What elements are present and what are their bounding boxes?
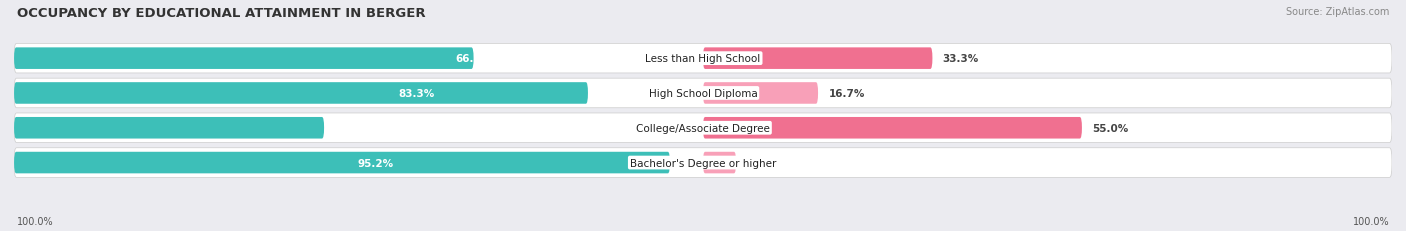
Text: Less than High School: Less than High School [645,54,761,64]
FancyBboxPatch shape [14,113,1392,143]
FancyBboxPatch shape [14,48,474,70]
Legend: Owner-occupied, Renter-occupied: Owner-occupied, Renter-occupied [593,229,813,231]
Text: 95.2%: 95.2% [357,158,394,168]
Text: 33.3%: 33.3% [943,54,979,64]
FancyBboxPatch shape [14,44,1392,74]
FancyBboxPatch shape [14,148,1392,178]
Text: 16.7%: 16.7% [828,88,865,99]
FancyBboxPatch shape [14,152,669,174]
Text: 55.0%: 55.0% [1092,123,1129,133]
Text: 100.0%: 100.0% [1353,216,1389,226]
FancyBboxPatch shape [14,83,588,104]
Text: 66.7%: 66.7% [456,54,492,64]
Text: Bachelor's Degree or higher: Bachelor's Degree or higher [630,158,776,168]
FancyBboxPatch shape [14,118,323,139]
Text: 4.8%: 4.8% [747,158,776,168]
Text: 100.0%: 100.0% [17,216,53,226]
FancyBboxPatch shape [703,83,818,104]
Text: 83.3%: 83.3% [398,88,434,99]
FancyBboxPatch shape [703,118,1083,139]
Text: High School Diploma: High School Diploma [648,88,758,99]
FancyBboxPatch shape [14,79,1392,108]
Text: Source: ZipAtlas.com: Source: ZipAtlas.com [1285,7,1389,17]
FancyBboxPatch shape [703,152,737,174]
Text: OCCUPANCY BY EDUCATIONAL ATTAINMENT IN BERGER: OCCUPANCY BY EDUCATIONAL ATTAINMENT IN B… [17,7,426,20]
FancyBboxPatch shape [703,48,932,70]
Text: College/Associate Degree: College/Associate Degree [636,123,770,133]
Text: 45.0%: 45.0% [530,123,567,133]
